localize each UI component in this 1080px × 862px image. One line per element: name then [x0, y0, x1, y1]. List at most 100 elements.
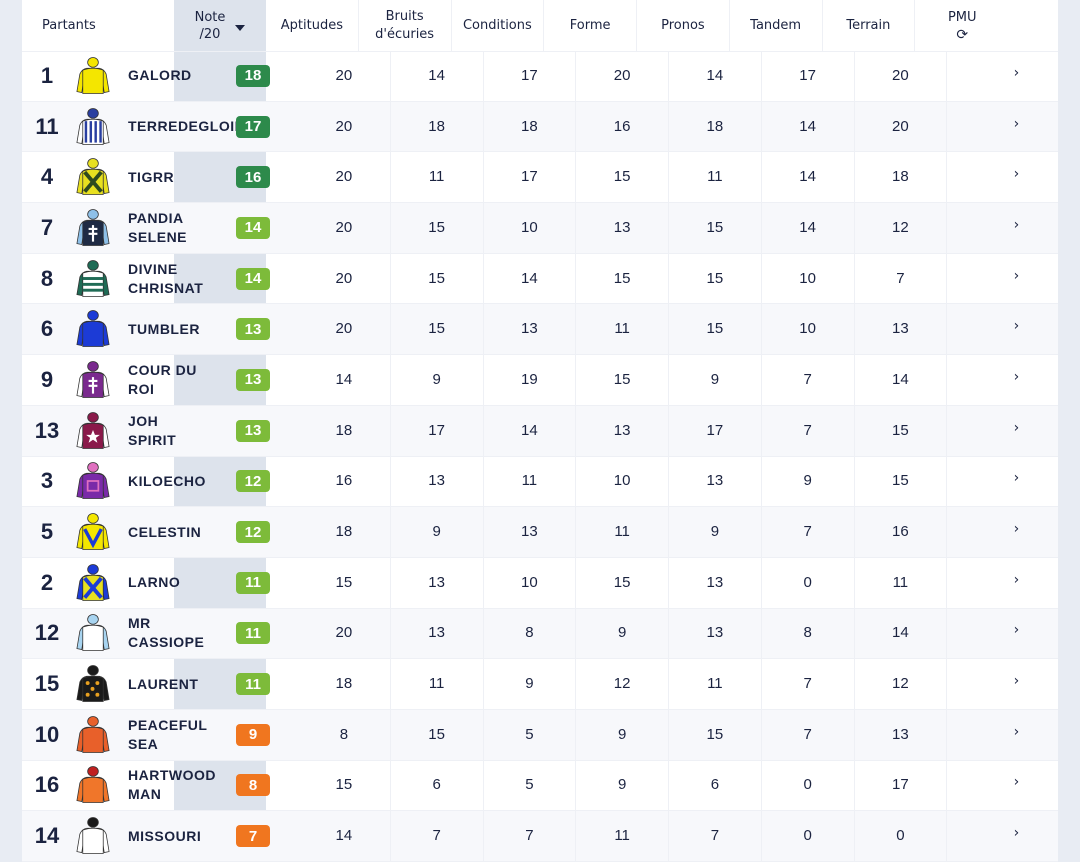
- horse-name[interactable]: GALORD: [128, 67, 192, 84]
- horse-name[interactable]: TIGRR: [128, 168, 175, 185]
- horse-name[interactable]: COUR DU ROI: [128, 361, 197, 397]
- caret-down-icon[interactable]: [235, 24, 246, 31]
- score-conditions: 10: [484, 202, 577, 253]
- note-cell: 13: [206, 368, 298, 391]
- chevron-right-icon[interactable]: ›: [1013, 368, 1020, 385]
- horse-name[interactable]: TERREDEGLOIRE: [128, 118, 256, 135]
- chevron-right-icon[interactable]: ›: [1013, 318, 1020, 335]
- note-badge: 9: [236, 723, 270, 746]
- chevron-right-icon[interactable]: ›: [1013, 622, 1020, 639]
- jockey-silk-icon: [72, 662, 114, 706]
- score-aptitudes: 15: [298, 760, 391, 811]
- score-bruits-ecuries: 6: [391, 760, 484, 811]
- horse-name[interactable]: HARTWOOD MAN: [128, 767, 216, 803]
- runner-number: 12: [34, 620, 60, 646]
- header-bruits-ecuries-label: Bruits: [385, 8, 424, 24]
- chevron-right-icon[interactable]: ›: [1013, 774, 1020, 791]
- horse-name[interactable]: CELESTIN: [128, 523, 202, 540]
- header-forme[interactable]: Forme: [544, 0, 637, 51]
- jockey-silk-icon: [72, 409, 114, 453]
- runner-number: 10: [34, 721, 60, 747]
- score-pronos: 6: [669, 760, 762, 811]
- table-row[interactable]: 5 CELESTIN 12 18 9 13 11 9 7 16 ›: [22, 507, 1058, 558]
- jockey-silk-icon: [72, 763, 114, 807]
- chevron-right-icon[interactable]: ›: [1013, 115, 1020, 132]
- chevron-right-icon[interactable]: ›: [1013, 216, 1020, 233]
- score-bruits-ecuries: 9: [391, 354, 484, 405]
- chevron-right-icon[interactable]: ›: [1013, 673, 1020, 690]
- pmu-cell: ›: [947, 102, 1041, 152]
- horse-name[interactable]: PEACEFUL SEA: [128, 716, 208, 752]
- jockey-silk-icon: [72, 155, 114, 199]
- table-row[interactable]: 9 COUR DU ROI 13 14 9 19 15 9 7 14 ›: [22, 354, 1058, 406]
- header-note-sort[interactable]: Note /20: [174, 0, 266, 51]
- table-row[interactable]: 8 DIVINE CHRISNAT 14 20 15 14 15 15 10 7 ›: [22, 253, 1058, 305]
- table-row[interactable]: 6 TUMBLER 13 20 15 13 11 15 10 13 ›: [22, 304, 1058, 356]
- table-row[interactable]: 12 MR CASSIOPE 11 20 13 8 9 13 8 14 ›: [22, 608, 1058, 660]
- score-conditions: 5: [484, 709, 577, 760]
- horse-name[interactable]: TUMBLER: [128, 320, 200, 337]
- table-row[interactable]: 10 PEACEFUL SEA 9 8 15 5 9 15 7 13 ›: [22, 709, 1058, 761]
- note-cell: 7: [206, 825, 298, 848]
- header-tandem[interactable]: Tandem: [730, 0, 823, 51]
- table-row[interactable]: 1 GALORD 18 20 14 17 20 14 17 20 ›: [22, 50, 1058, 102]
- horse-name[interactable]: DIVINE CHRISNAT: [128, 260, 204, 296]
- table-row[interactable]: 11 TERREDEGLOIRE 17 20 18 18 16 18 14 20 ›: [22, 101, 1058, 153]
- score-bruits-ecuries: 15: [391, 253, 484, 304]
- score-tandem: 0: [762, 811, 855, 862]
- chevron-right-icon[interactable]: ›: [1013, 521, 1020, 538]
- table-row[interactable]: 2 LARNO 11 15 13 10 15 13 0 11 ›: [22, 557, 1058, 609]
- score-aptitudes: 16: [298, 456, 391, 507]
- horse-name[interactable]: MISSOURI: [128, 827, 202, 844]
- horse-name[interactable]: MR CASSIOPE: [128, 615, 205, 651]
- score-aptitudes: 20: [298, 50, 391, 101]
- pmu-cell: ›: [947, 558, 1041, 608]
- score-conditions: 17: [484, 50, 577, 101]
- header-conditions[interactable]: Conditions: [452, 0, 545, 51]
- chevron-right-icon[interactable]: ›: [1013, 571, 1020, 588]
- table-row[interactable]: 16 HARTWOOD MAN 8 15 6 5 9 6 0 17 ›: [22, 760, 1058, 812]
- chevron-right-icon[interactable]: ›: [1013, 825, 1020, 842]
- table-row[interactable]: 4 TIGRR 16 20 11 17 15 11 14 18 ›: [22, 152, 1058, 204]
- pmu-cell: ›: [947, 659, 1041, 709]
- horse-name[interactable]: LAURENT: [128, 675, 199, 692]
- score-terrain: 13: [855, 709, 948, 760]
- table-row[interactable]: 15 LAURENT 11 18 11 9 12 11 7 12 ›: [22, 659, 1058, 710]
- header-pmu[interactable]: PMU ⟳: [915, 0, 1009, 51]
- table-row[interactable]: 13 JOH SPIRIT 13 18 17 14 13 17 7 15 ›: [22, 405, 1058, 457]
- score-pronos: 7: [669, 811, 762, 862]
- horse-name[interactable]: JOH SPIRIT: [128, 412, 177, 448]
- note-cell: 9: [206, 723, 298, 746]
- horse-name[interactable]: KILOECHO: [128, 472, 206, 489]
- table-row[interactable]: 3 KILOECHO 12 16 13 11 10 13 9 15 ›: [22, 456, 1058, 508]
- header-terrain-label: Terrain: [846, 17, 891, 33]
- note-cell: 16: [206, 166, 298, 189]
- chevron-right-icon[interactable]: ›: [1013, 419, 1020, 436]
- refresh-icon[interactable]: ⟳: [956, 26, 969, 43]
- note-badge: 18: [236, 64, 270, 87]
- chevron-right-icon[interactable]: ›: [1013, 166, 1020, 183]
- score-pronos: 11: [669, 659, 762, 710]
- score-terrain: 12: [855, 202, 948, 253]
- header-bruits-ecuries[interactable]: Bruits d'écuries: [359, 0, 452, 51]
- score-terrain: 20: [855, 50, 948, 101]
- chevron-right-icon[interactable]: ›: [1013, 64, 1020, 81]
- header-note-label: Note: [194, 9, 226, 25]
- runner-number: 3: [40, 468, 54, 494]
- table-row[interactable]: 7 PANDIA SELENE 14 20 15 10 13 15 14 12 ›: [22, 202, 1058, 254]
- chevron-right-icon[interactable]: ›: [1013, 267, 1020, 284]
- table-row[interactable]: 14 MISSOURI 7 14 7 7 11 7 0 0 ›: [22, 811, 1058, 862]
- horse-name[interactable]: PANDIA SELENE: [128, 209, 188, 245]
- score-conditions: 18: [484, 101, 577, 152]
- header-aptitudes[interactable]: Aptitudes: [266, 0, 359, 51]
- pmu-cell: ›: [947, 507, 1041, 557]
- header-terrain[interactable]: Terrain: [823, 0, 916, 51]
- chevron-right-icon[interactable]: ›: [1013, 470, 1020, 487]
- score-forme: 13: [576, 405, 669, 456]
- score-bruits-ecuries: 9: [391, 507, 484, 558]
- chevron-right-icon[interactable]: ›: [1013, 723, 1020, 740]
- runner-number: 15: [34, 671, 60, 697]
- horse-name[interactable]: LARNO: [128, 574, 181, 591]
- header-pronos[interactable]: Pronos: [637, 0, 730, 51]
- score-forme: 13: [576, 202, 669, 253]
